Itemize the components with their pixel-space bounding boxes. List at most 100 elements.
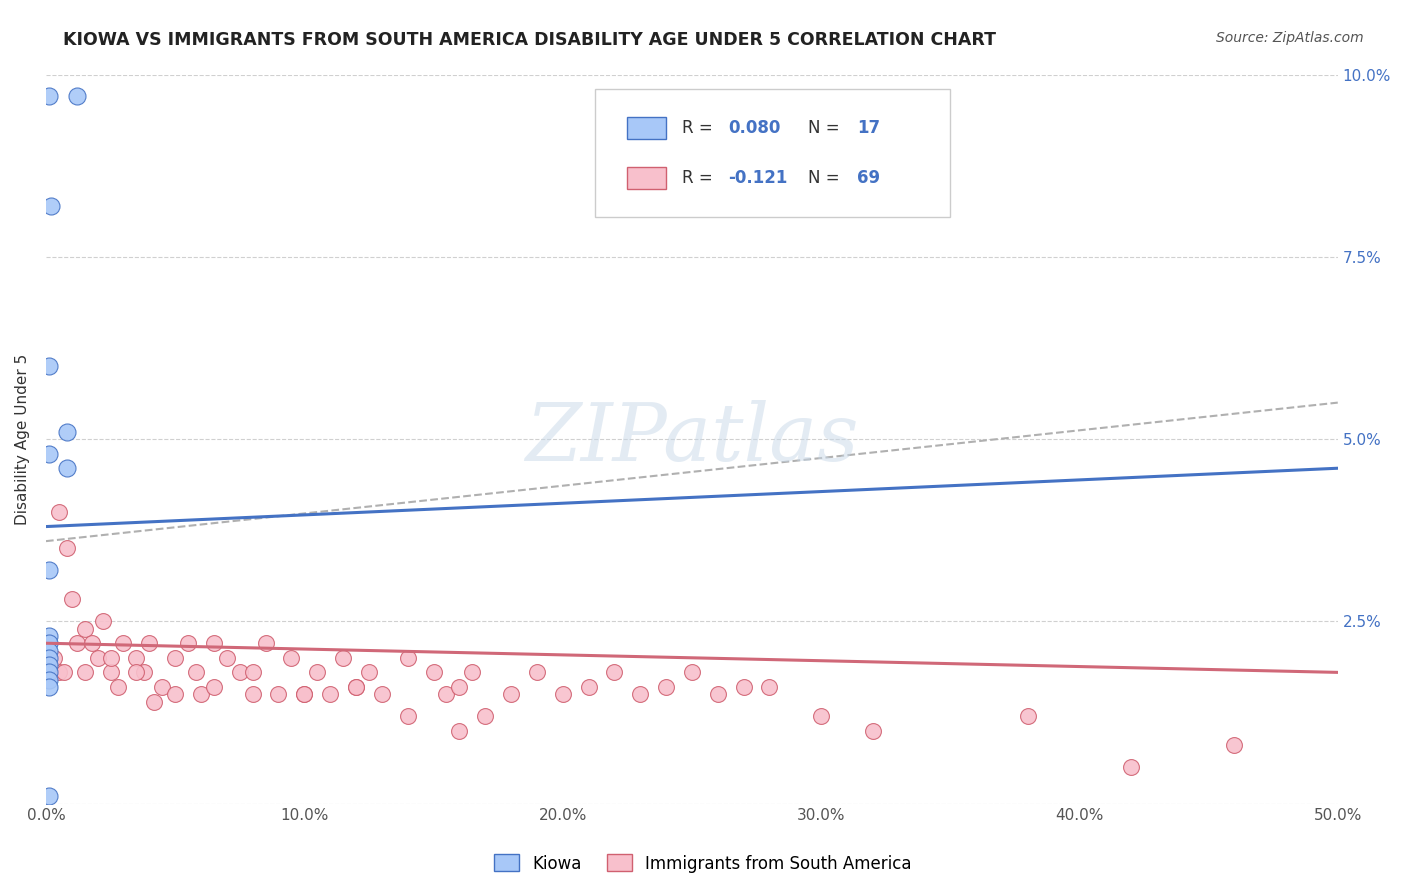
FancyBboxPatch shape — [627, 117, 666, 139]
Point — [55, 461, 77, 475]
Point — [165, 650, 187, 665]
Text: -0.121: -0.121 — [728, 169, 787, 186]
FancyBboxPatch shape — [627, 167, 666, 189]
Point — [73, 622, 96, 636]
Point — [396, 650, 419, 665]
Point — [449, 723, 471, 738]
Point — [436, 687, 458, 701]
Text: KIOWA VS IMMIGRANTS FROM SOUTH AMERICA DISABILITY AGE UNDER 5 CORRELATION CHART: KIOWA VS IMMIGRANTS FROM SOUTH AMERICA D… — [63, 31, 997, 49]
Point — [449, 680, 471, 694]
FancyBboxPatch shape — [595, 89, 950, 217]
Point — [1119, 760, 1142, 774]
Point — [55, 425, 77, 439]
Point — [42, 650, 65, 665]
Point — [254, 636, 277, 650]
Point — [38, 650, 60, 665]
Point — [242, 687, 264, 701]
Point — [138, 636, 160, 650]
Point — [292, 687, 315, 701]
Point — [810, 709, 832, 723]
Point — [38, 673, 60, 687]
Point — [499, 687, 522, 701]
Point — [38, 643, 60, 657]
Point — [150, 680, 173, 694]
Point — [82, 636, 104, 650]
Point — [143, 694, 166, 708]
Point — [38, 447, 60, 461]
Point — [107, 680, 129, 694]
Point — [38, 680, 60, 694]
Point — [86, 650, 108, 665]
Point — [66, 636, 89, 650]
Point — [319, 687, 342, 701]
Point — [38, 629, 60, 643]
Point — [91, 615, 114, 629]
Point — [100, 650, 122, 665]
Point — [38, 665, 60, 680]
Point — [184, 665, 207, 680]
Point — [292, 687, 315, 701]
Point — [202, 680, 225, 694]
Text: 17: 17 — [858, 119, 880, 137]
Point — [165, 687, 187, 701]
Point — [242, 665, 264, 680]
Point — [38, 658, 60, 673]
Point — [357, 665, 380, 680]
Point — [344, 680, 367, 694]
Text: N =: N = — [808, 169, 845, 186]
Point — [526, 665, 548, 680]
Point — [461, 665, 484, 680]
Point — [578, 680, 600, 694]
Point — [280, 650, 302, 665]
Point — [422, 665, 444, 680]
Point — [474, 709, 496, 723]
Point — [125, 650, 148, 665]
Point — [38, 789, 60, 804]
Point — [681, 665, 703, 680]
Point — [112, 636, 135, 650]
Point — [758, 680, 780, 694]
Point — [48, 505, 70, 519]
Point — [215, 650, 238, 665]
Point — [706, 687, 728, 701]
Point — [371, 687, 394, 701]
Point — [229, 665, 252, 680]
Point — [307, 665, 329, 680]
Point — [100, 665, 122, 680]
Point — [551, 687, 574, 701]
Point — [190, 687, 212, 701]
Point — [73, 665, 96, 680]
Point — [60, 592, 83, 607]
Point — [38, 636, 60, 650]
Point — [39, 199, 62, 213]
Point — [344, 680, 367, 694]
Point — [134, 665, 156, 680]
Point — [177, 636, 200, 650]
Text: Source: ZipAtlas.com: Source: ZipAtlas.com — [1216, 31, 1364, 45]
Point — [125, 665, 148, 680]
Y-axis label: Disability Age Under 5: Disability Age Under 5 — [15, 353, 30, 524]
Point — [603, 665, 626, 680]
Point — [1223, 739, 1246, 753]
Point — [202, 636, 225, 650]
Point — [48, 665, 70, 680]
Point — [733, 680, 755, 694]
Text: R =: R = — [682, 169, 717, 186]
Point — [55, 541, 77, 556]
Point — [53, 665, 76, 680]
Legend: Kiowa, Immigrants from South America: Kiowa, Immigrants from South America — [488, 847, 918, 880]
Point — [38, 563, 60, 577]
Point — [1017, 709, 1039, 723]
Point — [38, 89, 60, 103]
Text: 69: 69 — [858, 169, 880, 186]
Point — [655, 680, 678, 694]
Text: ZIPatlas: ZIPatlas — [524, 401, 859, 478]
Point — [267, 687, 290, 701]
Point — [396, 709, 419, 723]
Point — [628, 687, 651, 701]
Text: R =: R = — [682, 119, 717, 137]
Point — [38, 359, 60, 373]
Point — [862, 723, 884, 738]
Text: 0.080: 0.080 — [728, 119, 780, 137]
Point — [66, 89, 89, 103]
